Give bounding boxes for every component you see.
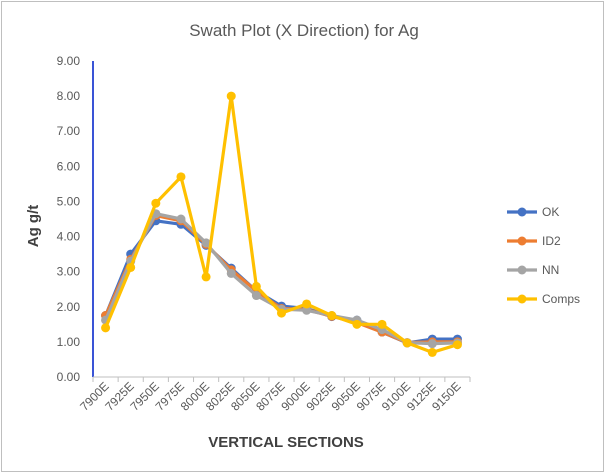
data-point-comps [452, 340, 462, 350]
data-point-nn [251, 291, 261, 301]
legend-item-id2: ID2 [507, 234, 561, 248]
x-axis-label: VERTICAL SECTIONS [208, 434, 364, 451]
y-tick-label: 0.00 [57, 370, 81, 384]
x-tick-label: 9150E [429, 379, 463, 413]
y-tick-label: 8.00 [57, 89, 81, 103]
data-point-comps [377, 319, 387, 329]
y-axis-label: Ag g/t [25, 205, 42, 248]
series-nn [101, 209, 462, 349]
data-point-comps [151, 198, 161, 208]
data-point-comps [402, 338, 412, 348]
data-point-comps [302, 299, 312, 309]
series-ok [101, 216, 462, 348]
series-comps [101, 91, 462, 357]
legend-label: NN [542, 263, 559, 277]
series-line-nn [104, 212, 458, 346]
plot-area [101, 91, 462, 357]
y-tick-label: 2.00 [57, 300, 81, 314]
y-tick-label: 5.00 [57, 194, 81, 208]
data-point-nn [226, 268, 236, 278]
legend-item-ok: OK [507, 205, 559, 219]
data-point-comps [126, 262, 136, 272]
series-id2 [101, 210, 462, 348]
legend-swatch-marker [517, 236, 527, 246]
data-point-comps [251, 281, 261, 291]
data-point-comps [277, 308, 286, 318]
data-point-comps [201, 272, 211, 282]
legend-label: ID2 [542, 234, 561, 248]
data-point-comps [176, 172, 186, 182]
data-point-nn [176, 214, 186, 224]
y-tick-label: 1.00 [57, 335, 81, 349]
data-point-nn [201, 238, 211, 248]
data-point-comps [427, 347, 437, 357]
legend-item-nn: NN [507, 263, 559, 277]
legend-swatch-marker [517, 265, 527, 275]
data-point-comps [226, 91, 236, 101]
data-point-nn [427, 339, 437, 349]
y-axis: 0.00 1.00 2.00 3.00 4.00 5.00 6.00 7.00 8.00 9.00 [57, 54, 94, 384]
series-line-id2 [104, 213, 458, 345]
legend-swatch-marker [517, 207, 527, 217]
data-point-comps [352, 319, 362, 329]
legend: OK ID2 NN Comps [507, 205, 580, 306]
y-tick-label: 4.00 [57, 230, 81, 244]
legend-label: Comps [542, 292, 580, 306]
chart-title: Swath Plot (X Direction) for Ag [189, 21, 419, 40]
data-point-comps [327, 311, 337, 321]
y-tick-label: 9.00 [57, 54, 81, 68]
y-tick-label: 6.00 [57, 159, 81, 173]
data-point-nn [302, 305, 312, 315]
legend-item-comps: Comps [507, 292, 580, 306]
data-point-comps [101, 323, 111, 333]
x-axis: 7900E7925E7950E7975E8000E8025E8050E8075E… [77, 376, 471, 414]
legend-label: OK [542, 205, 559, 219]
series-line-ok [104, 219, 458, 345]
y-tick-label: 3.00 [57, 265, 81, 279]
legend-swatch-marker [517, 294, 527, 304]
y-tick-label: 7.00 [57, 124, 81, 138]
